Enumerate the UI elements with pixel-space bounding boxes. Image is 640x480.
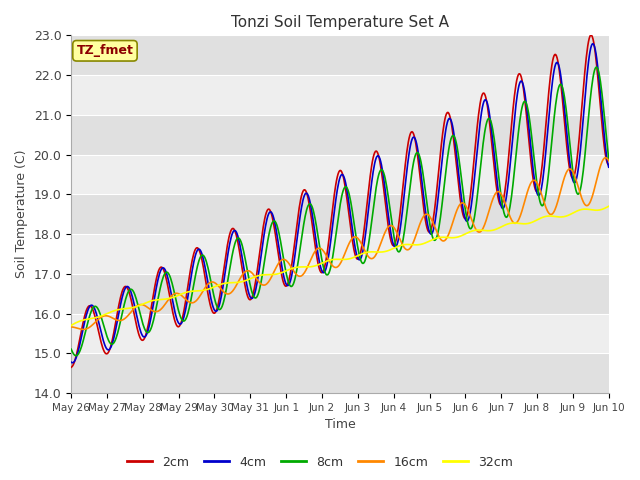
Bar xyxy=(71,274,609,313)
Title: Tonzi Soil Temperature Set A: Tonzi Soil Temperature Set A xyxy=(231,15,449,30)
Bar xyxy=(71,115,609,155)
Bar xyxy=(71,36,609,75)
Bar xyxy=(71,313,609,353)
X-axis label: Time: Time xyxy=(324,419,355,432)
Text: TZ_fmet: TZ_fmet xyxy=(77,44,133,57)
Bar xyxy=(71,353,609,393)
Legend: 2cm, 4cm, 8cm, 16cm, 32cm: 2cm, 4cm, 8cm, 16cm, 32cm xyxy=(122,451,518,474)
Bar xyxy=(71,234,609,274)
Bar xyxy=(71,155,609,194)
Y-axis label: Soil Temperature (C): Soil Temperature (C) xyxy=(15,150,28,278)
Bar xyxy=(71,75,609,115)
Bar xyxy=(71,194,609,234)
